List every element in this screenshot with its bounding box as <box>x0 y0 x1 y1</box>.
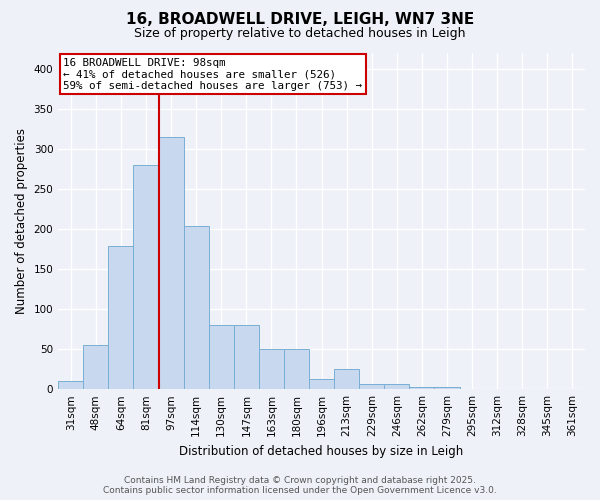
Text: 16 BROADWELL DRIVE: 98sqm
← 41% of detached houses are smaller (526)
59% of semi: 16 BROADWELL DRIVE: 98sqm ← 41% of detac… <box>64 58 362 91</box>
Bar <box>133 164 158 389</box>
Text: 16, BROADWELL DRIVE, LEIGH, WN7 3NE: 16, BROADWELL DRIVE, LEIGH, WN7 3NE <box>126 12 474 28</box>
Bar <box>259 349 284 389</box>
Bar <box>359 384 385 389</box>
Bar <box>83 345 109 389</box>
Bar <box>385 384 409 389</box>
Bar <box>109 246 133 389</box>
Y-axis label: Number of detached properties: Number of detached properties <box>15 128 28 314</box>
Bar <box>58 381 83 389</box>
Bar <box>184 226 209 389</box>
Text: Contains HM Land Registry data © Crown copyright and database right 2025.
Contai: Contains HM Land Registry data © Crown c… <box>103 476 497 495</box>
Bar <box>209 325 234 389</box>
Bar <box>234 325 259 389</box>
Text: Size of property relative to detached houses in Leigh: Size of property relative to detached ho… <box>134 28 466 40</box>
Bar <box>409 387 434 389</box>
Bar <box>284 349 309 389</box>
Bar <box>158 136 184 389</box>
X-axis label: Distribution of detached houses by size in Leigh: Distribution of detached houses by size … <box>179 444 464 458</box>
Bar <box>434 387 460 389</box>
Bar <box>334 369 359 389</box>
Bar <box>309 379 334 389</box>
